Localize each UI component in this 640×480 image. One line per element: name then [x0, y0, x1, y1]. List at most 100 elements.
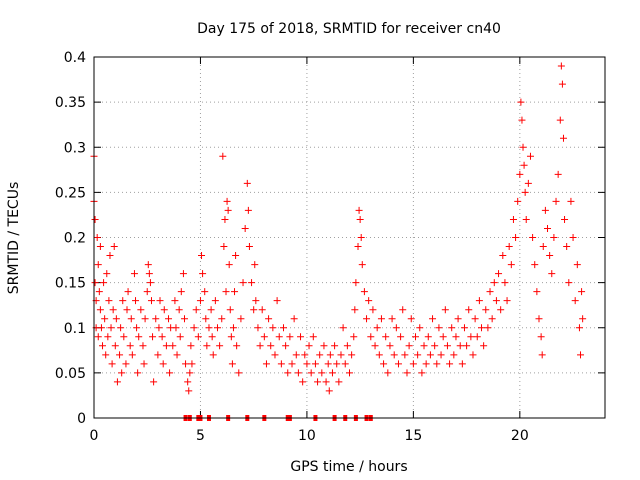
data-point	[578, 288, 586, 296]
data-point	[271, 351, 279, 359]
data-point	[509, 215, 517, 223]
data-point	[495, 270, 503, 278]
data-point	[443, 342, 451, 350]
data-point	[260, 333, 268, 341]
data-point	[175, 306, 183, 314]
data-point	[394, 360, 402, 368]
data-point	[303, 360, 311, 368]
data-point	[533, 288, 541, 296]
data-point	[512, 234, 520, 241]
data-point	[221, 215, 229, 223]
data-point	[484, 324, 492, 332]
data-point	[422, 360, 430, 368]
data-point	[229, 324, 237, 332]
data-point	[550, 234, 558, 241]
data-point	[563, 243, 571, 251]
data-point	[110, 243, 118, 251]
data-point	[218, 315, 226, 323]
chart-title: Day 175 of 2018, SRMTID for receiver cn4…	[197, 21, 501, 37]
data-point	[248, 279, 256, 287]
data-point	[186, 369, 194, 377]
data-point	[288, 360, 296, 368]
data-point	[465, 306, 473, 314]
data-point	[252, 297, 260, 305]
data-points	[90, 62, 587, 421]
data-point	[160, 306, 168, 314]
data-point	[139, 342, 147, 350]
data-point	[573, 261, 581, 269]
data-point	[292, 351, 300, 359]
data-point	[97, 324, 105, 332]
data-point	[279, 324, 287, 332]
data-point	[469, 351, 477, 359]
data-point	[147, 297, 155, 305]
x-tick-label: 5	[196, 428, 205, 444]
data-point	[519, 143, 527, 151]
data-point	[190, 324, 198, 332]
data-point	[297, 333, 305, 341]
data-point	[520, 161, 528, 169]
data-point	[322, 378, 330, 386]
data-point	[165, 315, 173, 323]
data-point	[244, 206, 252, 214]
data-point	[228, 360, 236, 368]
data-point	[205, 324, 213, 332]
data-point	[341, 360, 349, 368]
data-point	[356, 215, 364, 223]
data-point	[235, 369, 243, 377]
data-point	[392, 324, 400, 332]
data-point	[351, 306, 359, 314]
data-point	[575, 324, 583, 332]
data-point	[460, 324, 468, 332]
data-point	[577, 351, 585, 359]
data-point	[307, 369, 315, 377]
data-point	[559, 134, 567, 142]
data-point	[185, 387, 193, 395]
data-point	[188, 360, 196, 368]
data-point	[130, 270, 138, 278]
data-point	[127, 315, 135, 323]
data-point	[384, 369, 392, 377]
y-tick-label: 0	[77, 411, 86, 427]
data-point	[377, 315, 385, 323]
data-point	[478, 324, 486, 332]
data-point	[458, 360, 466, 368]
x-tick-label: 10	[298, 428, 316, 444]
data-point	[320, 342, 328, 350]
data-point	[140, 360, 148, 368]
data-point	[567, 197, 575, 205]
data-point	[426, 351, 434, 359]
data-point	[171, 297, 179, 305]
data-point	[424, 333, 432, 341]
data-point	[201, 288, 209, 296]
data-point	[208, 333, 216, 341]
data-point	[267, 342, 275, 350]
data-point	[179, 270, 187, 278]
data-point	[331, 342, 339, 350]
data-point	[177, 288, 185, 296]
data-point	[233, 342, 241, 350]
data-point	[452, 333, 460, 341]
data-point	[521, 188, 529, 196]
data-point	[152, 315, 160, 323]
data-point	[433, 360, 441, 368]
data-point	[182, 360, 190, 368]
data-point	[499, 252, 507, 260]
data-point	[290, 315, 298, 323]
data-point	[454, 315, 462, 323]
data-point	[514, 197, 522, 205]
data-point	[211, 297, 219, 305]
data-point	[104, 333, 112, 341]
data-point	[251, 261, 259, 269]
data-point	[407, 315, 415, 323]
data-point	[133, 324, 141, 332]
data-point	[524, 179, 532, 187]
data-point	[375, 351, 383, 359]
data-point	[194, 333, 202, 341]
data-point	[326, 351, 334, 359]
data-point	[565, 279, 573, 287]
data-point	[318, 369, 326, 377]
data-point	[96, 243, 104, 251]
data-point	[360, 288, 368, 296]
